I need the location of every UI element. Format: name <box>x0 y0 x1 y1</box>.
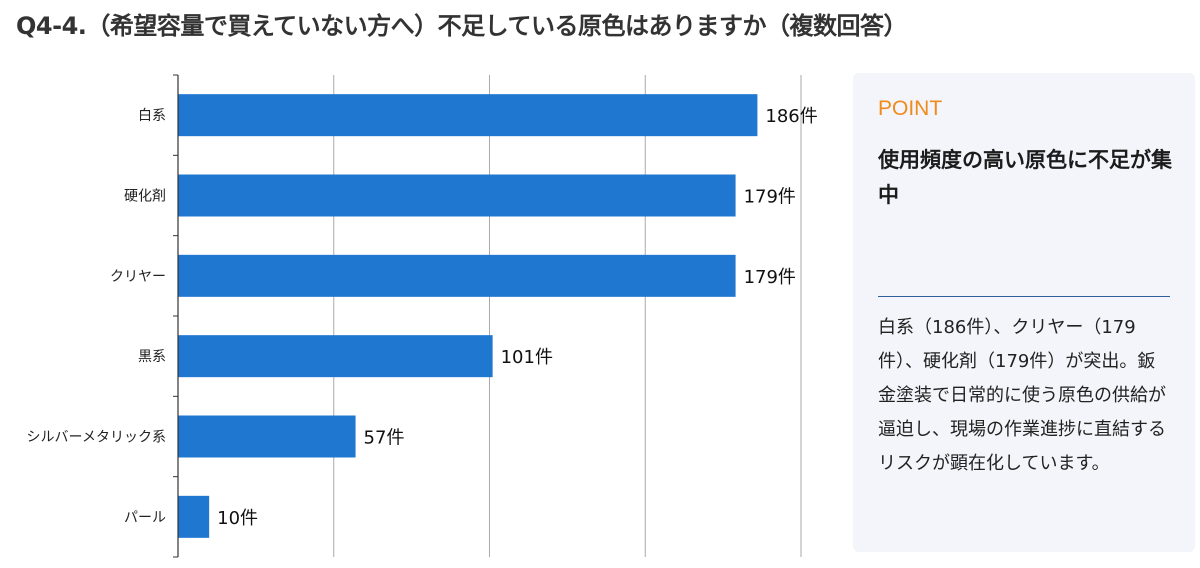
bar <box>178 174 736 217</box>
bar <box>178 254 736 297</box>
bar <box>178 94 758 137</box>
bar <box>178 495 210 538</box>
category-label: パール <box>124 510 166 526</box>
category-label: 硬化剤 <box>124 189 166 205</box>
bar <box>178 415 356 458</box>
bar <box>178 335 493 378</box>
value-label: 101件 <box>501 347 553 368</box>
point-divider <box>878 296 1170 297</box>
point-body: 白系（186件）、クリヤー（179件）、硬化剤（179件）が突出。鈑金塗装で日常… <box>878 317 1166 474</box>
y-axis <box>173 74 179 558</box>
value-label: 186件 <box>765 106 817 127</box>
category-label: クリヤー <box>110 269 166 285</box>
point-panel: POINT 使用頻度の高い原色に不足が集中 白系（186件）、クリヤー（179件… <box>853 73 1195 552</box>
value-label: 10件 <box>217 508 258 529</box>
category-label: シルバーメタリック系 <box>27 430 166 446</box>
page-title: Q4-4.（希望容量で買えていない方へ）不足している原色はありますか（複数回答） <box>16 12 907 40</box>
value-label: 179件 <box>744 187 796 208</box>
value-label: 179件 <box>744 267 796 288</box>
category-label: 白系 <box>138 108 166 124</box>
grid-lines <box>333 75 802 557</box>
point-tag: POINT <box>878 97 943 120</box>
value-label: 57件 <box>364 428 405 449</box>
bars <box>178 94 758 538</box>
category-label: 黒系 <box>138 349 166 365</box>
point-headline: 使用頻度の高い原色に不足が集中 <box>878 148 1172 207</box>
